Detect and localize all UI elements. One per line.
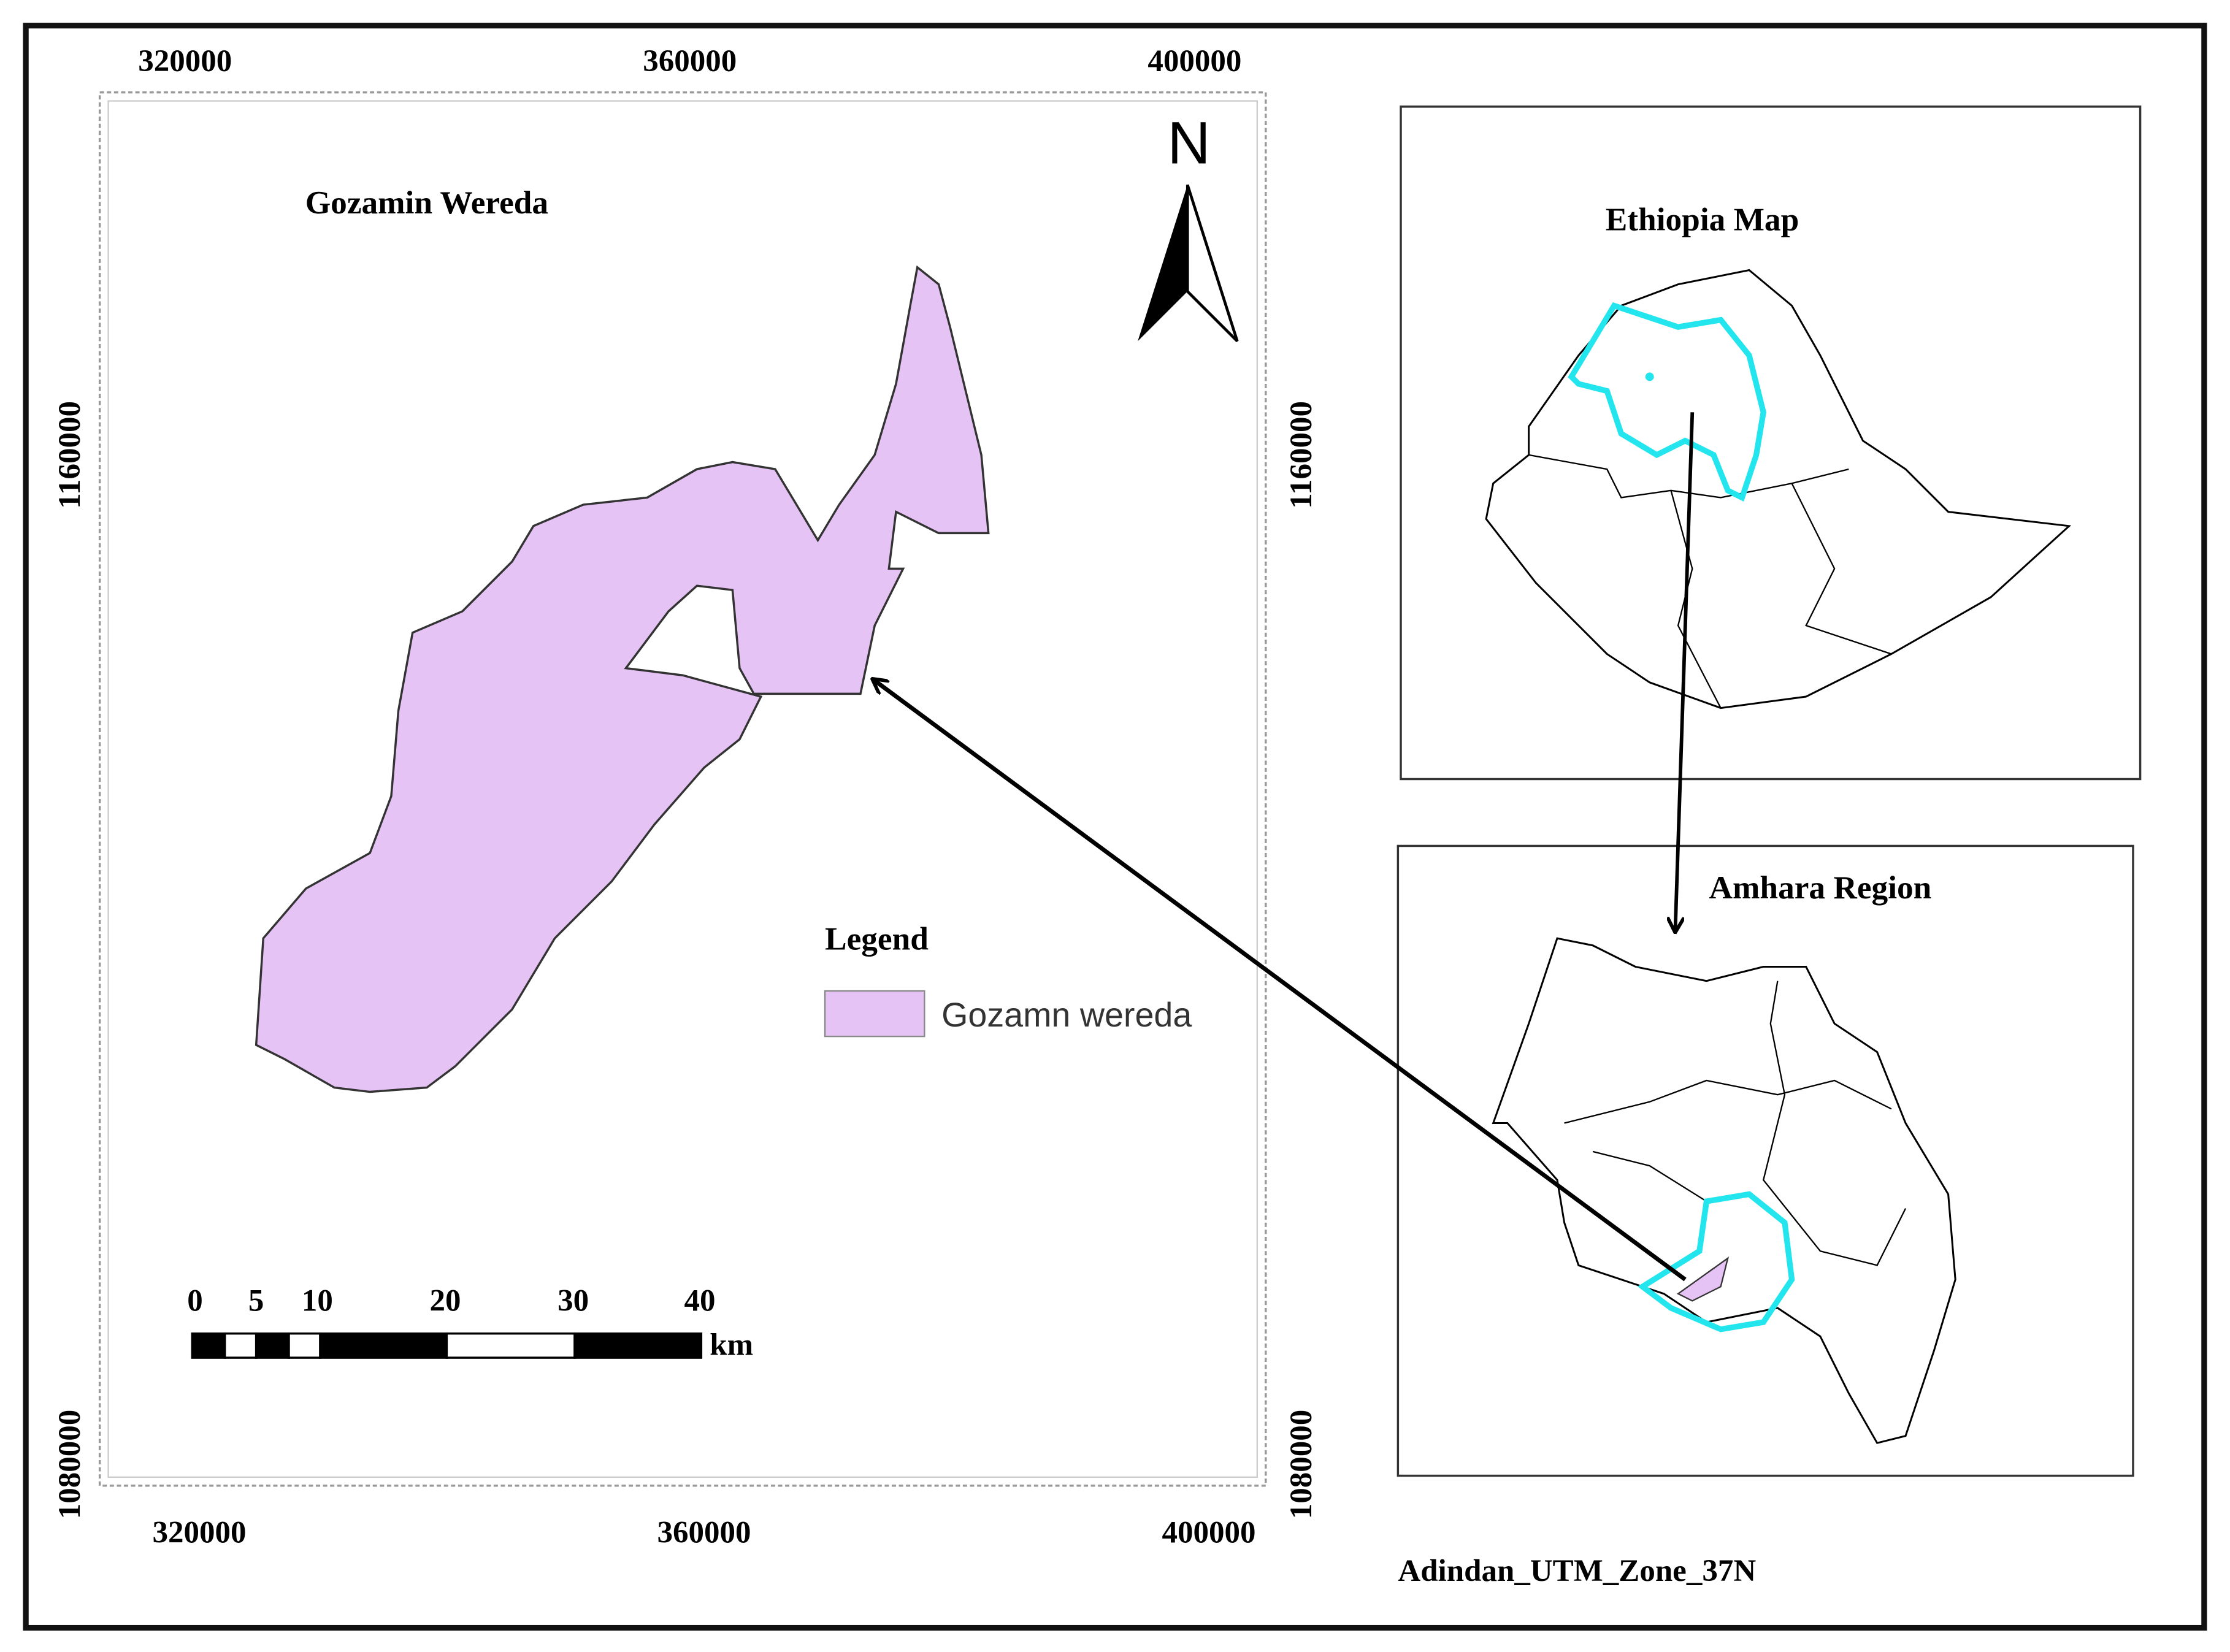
amhara-dot xyxy=(1645,372,1654,381)
scale-bar xyxy=(191,1332,703,1359)
north-label: N xyxy=(1167,110,1210,177)
y-tick-label: 1080000 xyxy=(53,1410,87,1520)
amhara-zones xyxy=(1592,1150,1707,1203)
ethiopia-outline xyxy=(1485,269,2072,709)
pointer-arrow xyxy=(1675,412,1695,931)
scale-label: 40 xyxy=(684,1284,716,1318)
outer-border xyxy=(23,23,2207,1631)
main-inner-frame xyxy=(107,100,1259,1478)
x-tick-label: 320000 xyxy=(138,44,232,78)
x-tick-label: 400000 xyxy=(1148,44,1241,78)
legend-item: Gozamn wereda xyxy=(941,996,1192,1034)
scale-label: 10 xyxy=(302,1284,333,1318)
y-tick-label: 1080000 xyxy=(1284,1410,1319,1520)
north-arrow-left xyxy=(1138,185,1188,342)
scale-label: 20 xyxy=(430,1284,461,1318)
amhara-outline xyxy=(1492,937,1956,1444)
x-tick-label: 360000 xyxy=(657,1515,751,1550)
wereda-polygon xyxy=(255,265,990,1093)
x-tick-label: 320000 xyxy=(152,1515,246,1550)
gozamin-highlight xyxy=(1637,1191,1795,1333)
scale-unit: km xyxy=(710,1328,753,1362)
scale-label: 5 xyxy=(248,1284,264,1318)
pointer-arrow xyxy=(873,679,1687,1282)
x-tick-label: 360000 xyxy=(643,44,737,78)
inset-frame xyxy=(1400,105,2142,781)
inset-frame xyxy=(1397,844,2134,1477)
scale-label: 30 xyxy=(558,1284,589,1318)
north-arrow-right xyxy=(1186,184,1239,343)
amhara-zones xyxy=(1564,1079,1892,1124)
legend-title: Legend xyxy=(825,920,929,957)
projection-label: Adindan_UTM_Zone_37N xyxy=(1398,1554,1756,1588)
ethiopia-regions xyxy=(1670,490,1722,709)
y-tick-label: 1160000 xyxy=(53,401,87,509)
y-tick-label: 1160000 xyxy=(1284,401,1319,509)
gozamin-small xyxy=(1676,1256,1730,1302)
map-title: Gozamin Wereda xyxy=(305,184,548,221)
inset-title: Ethiopia Map xyxy=(1606,201,1799,238)
ethiopia-regions xyxy=(1791,483,1892,655)
inset-title: Amhara Region xyxy=(1709,869,1932,906)
legend-swatch xyxy=(824,990,925,1038)
scale-label: 0 xyxy=(187,1284,203,1318)
amhara-highlight xyxy=(1568,302,1766,502)
amhara-zones xyxy=(1762,981,1907,1266)
x-tick-label: 400000 xyxy=(1162,1515,1256,1550)
